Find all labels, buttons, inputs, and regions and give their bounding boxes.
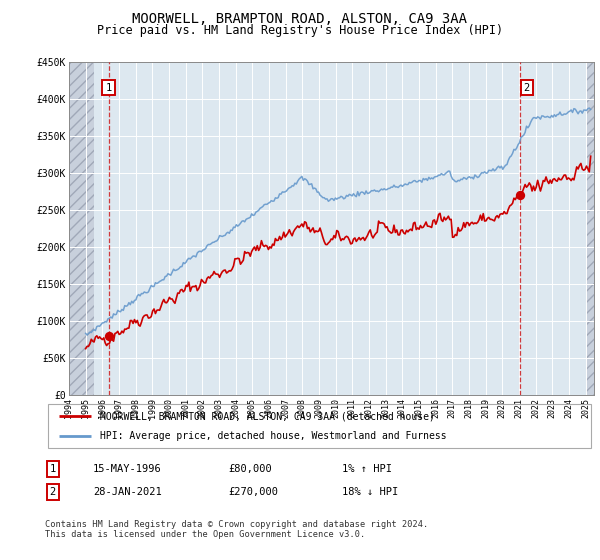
Text: 1: 1 — [106, 82, 112, 92]
Point — [104, 331, 113, 340]
Text: MOORWELL, BRAMPTON ROAD, ALSTON, CA9 3AA (detached house): MOORWELL, BRAMPTON ROAD, ALSTON, CA9 3AA… — [100, 411, 434, 421]
Text: 1: 1 — [50, 464, 56, 474]
Text: 2: 2 — [50, 487, 56, 497]
Text: 18% ↓ HPI: 18% ↓ HPI — [342, 487, 398, 497]
Bar — [586, 62, 594, 395]
Text: 2: 2 — [524, 82, 530, 92]
Text: MOORWELL, BRAMPTON ROAD, ALSTON, CA9 3AA: MOORWELL, BRAMPTON ROAD, ALSTON, CA9 3AA — [133, 12, 467, 26]
Text: HPI: Average price, detached house, Westmorland and Furness: HPI: Average price, detached house, West… — [100, 431, 446, 441]
Text: 1% ↑ HPI: 1% ↑ HPI — [342, 464, 392, 474]
Text: £270,000: £270,000 — [228, 487, 278, 497]
Text: Contains HM Land Registry data © Crown copyright and database right 2024.
This d: Contains HM Land Registry data © Crown c… — [45, 520, 428, 539]
Text: £80,000: £80,000 — [228, 464, 272, 474]
Text: 15-MAY-1996: 15-MAY-1996 — [93, 464, 162, 474]
Text: Price paid vs. HM Land Registry's House Price Index (HPI): Price paid vs. HM Land Registry's House … — [97, 24, 503, 36]
Point — [515, 190, 525, 199]
Text: 28-JAN-2021: 28-JAN-2021 — [93, 487, 162, 497]
Bar — [69, 62, 94, 395]
